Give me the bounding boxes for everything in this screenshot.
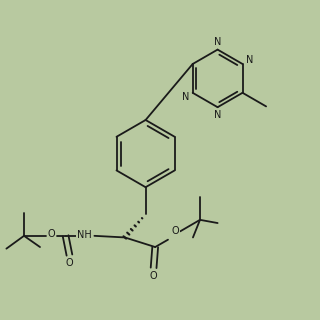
Text: O: O (171, 226, 179, 236)
Text: O: O (150, 271, 157, 281)
Text: N: N (214, 36, 221, 47)
Text: N: N (214, 110, 221, 120)
Text: N: N (246, 55, 253, 65)
Text: NH: NH (77, 230, 92, 240)
Text: N: N (182, 92, 189, 102)
Text: O: O (66, 258, 73, 268)
Text: O: O (47, 229, 55, 239)
